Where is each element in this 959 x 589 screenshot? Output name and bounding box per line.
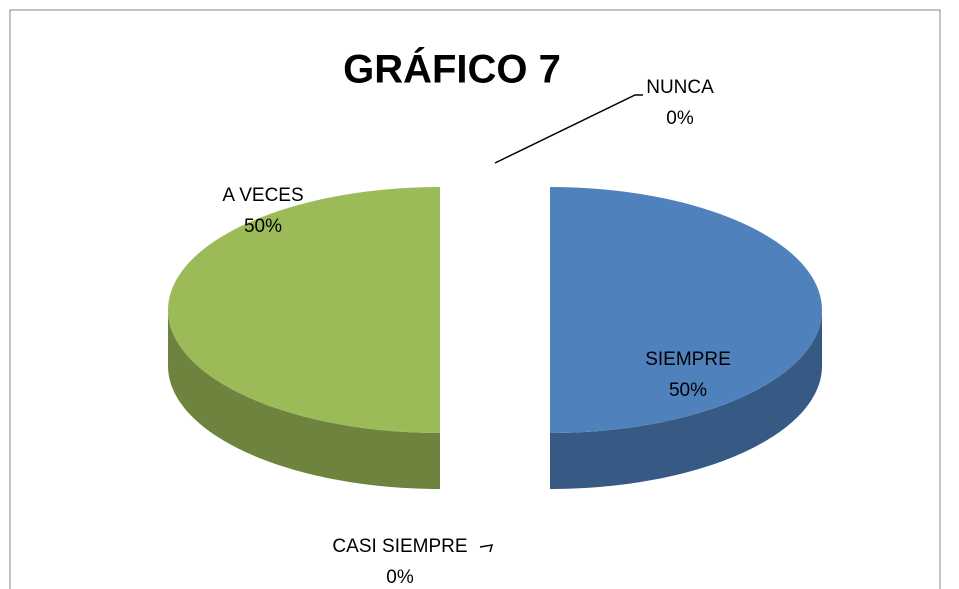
slice-value-label: 0%: [666, 108, 694, 129]
slice-label: NUNCA: [646, 77, 714, 98]
slice-value-label: 0%: [386, 567, 414, 588]
slice-label: CASI SIEMPRE: [332, 536, 467, 557]
slice-value-label: 50%: [244, 216, 282, 237]
slice-label: SIEMPRE: [645, 349, 731, 370]
slice-value-label: 50%: [669, 380, 707, 401]
leader-line: [479, 544, 494, 553]
slice-side: [550, 310, 822, 489]
chart-title: GRÁFICO 7: [343, 47, 561, 92]
slice: [168, 187, 440, 433]
slice: [550, 187, 822, 433]
leader-line: [494, 94, 643, 164]
slice-label: A VECES: [222, 185, 303, 206]
slice-side: [168, 310, 440, 489]
